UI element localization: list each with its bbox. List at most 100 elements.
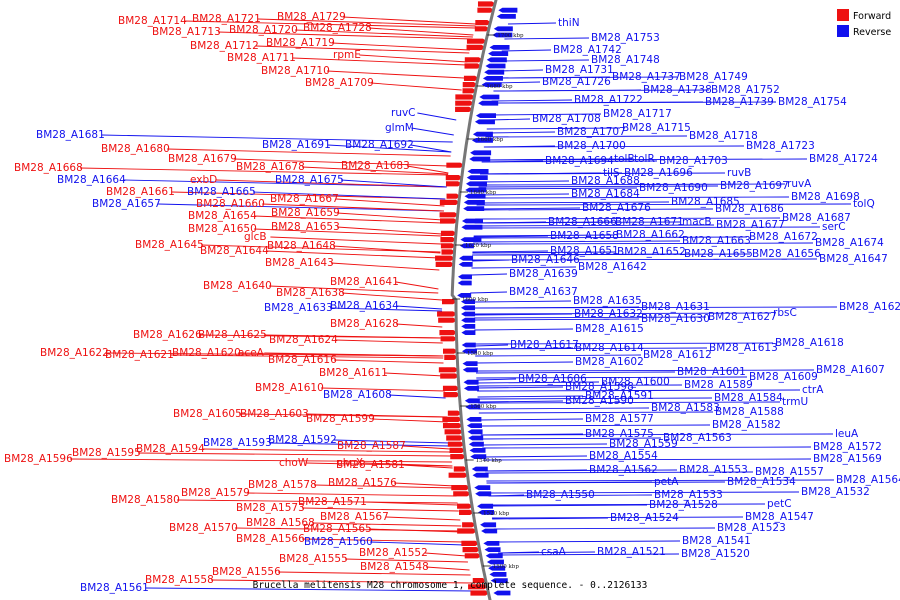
left-gene-label: BM28_A1633 (264, 302, 333, 314)
right-gene-label: BM28_A1722 (574, 94, 643, 106)
right-leader-line (486, 127, 621, 130)
right-leader-line (471, 258, 818, 261)
left-leader-line (402, 445, 451, 450)
chromosome-axis (450, 0, 498, 600)
left-leader-line (327, 144, 452, 153)
reverse-gene-feature (468, 441, 484, 447)
right-gene-label: serC (822, 221, 846, 233)
right-gene-label: BM28_A1534 (727, 476, 796, 488)
left-gene-label: BM28_A1720 (229, 24, 298, 36)
reverse-gene-feature (463, 386, 479, 391)
left-leader-line (406, 165, 449, 174)
reverse-gene-feature (461, 317, 476, 323)
reverse-gene-feature (471, 466, 488, 472)
forward-gene-feature (442, 423, 463, 429)
right-gene-label: BM28_A1686 (715, 203, 784, 215)
right-gene-label: BM28_A1589 (684, 379, 753, 391)
left-gene-label: BM28_A1661 (106, 186, 175, 198)
forward-gene-feature (447, 410, 462, 416)
forward-gene-feature (477, 7, 495, 13)
right-gene-label: trmU (782, 396, 808, 408)
right-leader-line (474, 226, 821, 229)
left-gene-label: BM28_A1624 (269, 334, 338, 346)
right-leader-line (472, 250, 549, 253)
right-leader-line (488, 491, 800, 494)
left-leader-line (334, 339, 443, 344)
forward-gene-feature (453, 491, 472, 497)
right-leader-line (495, 81, 541, 84)
reverse-gene-feature (458, 262, 473, 267)
right-gene-label: BM28_A1662 (616, 229, 685, 241)
forward-gene-feature (438, 367, 459, 373)
left-leader-line (253, 215, 443, 224)
left-leader-line (305, 413, 448, 418)
left-gene-label: BM28_A1611 (319, 367, 388, 379)
reverse-gene-feature (492, 32, 513, 38)
axis-ticks: 1700 kbp 1680 kbp 1660 kbp 1640 kbp 1620 kbp… (452, 33, 524, 570)
forward-gene-feature (445, 175, 463, 181)
reverse-gene-feature (461, 218, 483, 224)
left-gene-label: BM28_A1641 (330, 276, 399, 288)
right-gene-label: BM28_A1742 (553, 44, 622, 56)
right-leader-line (473, 234, 615, 237)
right-gene-label: BM28_A1533 (654, 489, 723, 501)
reverse-gene-feature (470, 454, 487, 459)
right-leader-line (491, 516, 744, 519)
right-leader-line (474, 318, 640, 321)
left-gene-label: BM28_A1573 (236, 502, 305, 514)
right-gene-label: BM28_A1630 (641, 313, 710, 325)
legend: Forward Reverse (837, 9, 891, 38)
right-gene-label: BM28_A1739 (705, 96, 774, 108)
right-gene-label: BM28_A1651 (550, 245, 619, 257)
left-leader-line (371, 418, 448, 423)
right-gene-label: BM28_A1632 (574, 308, 643, 320)
right-gene-label: BM28_A1655 (684, 248, 753, 260)
forward-gene-feature (447, 441, 465, 447)
left-leader-line (253, 228, 442, 237)
forward-gene-feature (440, 237, 457, 243)
reverse-gene-feature (472, 472, 489, 478)
left-gene-label: BM28_A1581 (336, 459, 405, 471)
right-leader-line (478, 187, 638, 190)
left-leader-line (331, 42, 470, 51)
left-leader-line (261, 203, 444, 212)
right-gene-label: rbsC (773, 307, 797, 319)
right-leader-line (473, 236, 748, 239)
right-leader-line (476, 207, 581, 210)
right-gene-label: BM28_A1671 (615, 216, 684, 228)
left-gene-label: BM28_A1567 (320, 511, 389, 523)
forward-gene-feature (466, 38, 487, 44)
forward-gene-feature (475, 20, 492, 26)
reverse-gene-feature (461, 324, 476, 329)
left-leader-line (417, 112, 457, 121)
left-leader-line (145, 587, 474, 592)
right-gene-label: BM28_A1601 (677, 366, 746, 378)
right-leader-line (497, 69, 544, 72)
right-gene-label: BM28_A1607 (816, 364, 885, 376)
right-gene-label: BM28_A1753 (591, 32, 660, 44)
reverse-gene-feature (462, 361, 478, 366)
reverse-gene-feature (461, 311, 476, 317)
left-leader-line (425, 566, 470, 571)
right-gene-label: BM28_A1618 (775, 337, 844, 349)
right-leader-line (473, 242, 814, 245)
right-gene-label: BM28_A1582 (712, 419, 781, 431)
right-leader-line (477, 389, 801, 392)
right-gene-label: BM28_A1553 (679, 464, 748, 476)
reverse-gene-feature (490, 578, 508, 583)
left-leader-line (122, 179, 447, 188)
right-gene-label: BM28_A1615 (575, 323, 644, 335)
left-leader-line (246, 492, 457, 497)
right-gene-label: BM28_A1646 (511, 254, 580, 266)
right-gene-label: BM28_A1588 (715, 406, 784, 418)
right-gene-label: petA (654, 476, 679, 488)
right-leader-line (504, 37, 590, 40)
left-gene-label: BM28_A1578 (248, 479, 317, 491)
left-gene-label: BM28_A1645 (135, 239, 204, 251)
left-leader-line (183, 20, 476, 29)
left-gene-label: BM28_A1603 (240, 408, 309, 420)
reverse-gene-feature (493, 26, 513, 32)
right-gene-label: BM28_A1524 (610, 512, 679, 524)
reverse-gene-feature (478, 100, 499, 106)
